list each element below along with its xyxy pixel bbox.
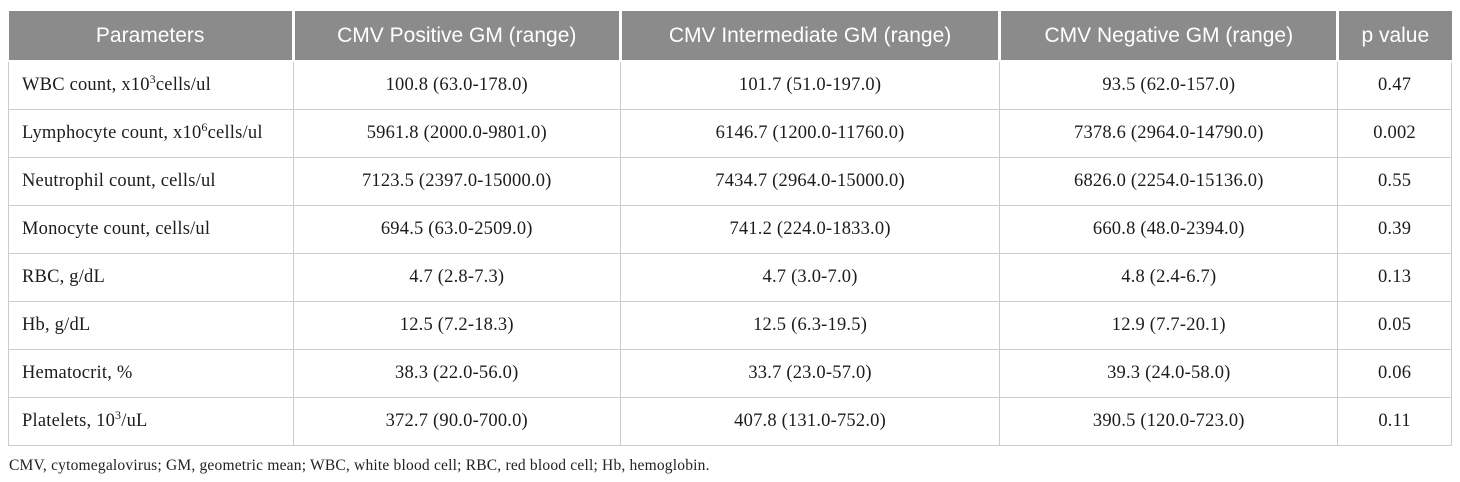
parameter-label: Lymphocyte count, x10 <box>22 123 202 143</box>
cmv-intermediate-cell: 33.7 (23.0-57.0) <box>619 349 1001 398</box>
cmv-positive-cell: 5961.8 (2000.0-9801.0) <box>292 109 621 158</box>
cmv-negative-cell: 12.9 (7.7-20.1) <box>999 301 1339 350</box>
parameter-cell: Platelets, 103/uL <box>8 397 294 446</box>
parameter-cell: Lymphocyte count, x106cells/ul <box>8 109 294 158</box>
parameter-superscript: 3 <box>115 407 122 422</box>
cmv-negative-cell: 660.8 (48.0-2394.0) <box>999 205 1339 254</box>
cmv-negative-cell: 93.5 (62.0-157.0) <box>999 60 1339 110</box>
parameters-table: Parameters CMV Positive GM (range) CMV I… <box>8 11 1452 446</box>
col-header-cmv-intermediate: CMV Intermediate GM (range) <box>620 11 1002 62</box>
p-value-cell: 0.05 <box>1337 301 1452 350</box>
parameter-cell: Hb, g/dL <box>8 301 294 350</box>
table-row: Platelets, 103/uL 372.7 (90.0-700.0) 407… <box>8 397 1452 446</box>
cmv-positive-cell: 372.7 (90.0-700.0) <box>292 397 621 446</box>
parameter-cell: WBC count, x103cells/ul <box>8 60 294 110</box>
cmv-intermediate-cell: 101.7 (51.0-197.0) <box>619 60 1001 110</box>
parameter-label: Hb, g/dL <box>22 315 91 335</box>
parameter-label: RBC, g/dL <box>22 267 106 287</box>
p-value-cell: 0.13 <box>1337 253 1452 302</box>
p-value-cell: 0.002 <box>1337 109 1452 158</box>
cmv-positive-cell: 7123.5 (2397.0-15000.0) <box>292 157 621 206</box>
col-header-cmv-positive: CMV Positive GM (range) <box>293 11 622 62</box>
col-header-parameters: Parameters <box>8 11 295 62</box>
parameter-label: Neutrophil count, cells/ul <box>22 171 216 191</box>
parameter-label: Platelets, 10 <box>22 411 116 431</box>
table-row: RBC, g/dL 4.7 (2.8-7.3) 4.7 (3.0-7.0) 4.… <box>8 253 1452 302</box>
cmv-intermediate-cell: 407.8 (131.0-752.0) <box>619 397 1001 446</box>
col-header-cmv-negative: CMV Negative GM (range) <box>999 11 1340 62</box>
table-row: Lymphocyte count, x106cells/ul 5961.8 (2… <box>8 109 1452 158</box>
p-value-cell: 0.47 <box>1337 60 1452 110</box>
parameter-cell: RBC, g/dL <box>8 253 294 302</box>
parameter-unit: cells/ul <box>207 123 263 143</box>
p-value-cell: 0.11 <box>1337 397 1452 446</box>
cmv-positive-cell: 12.5 (7.2-18.3) <box>292 301 621 350</box>
table-row: Monocyte count, cells/ul 694.5 (63.0-250… <box>8 205 1452 254</box>
table-row: Neutrophil count, cells/ul 7123.5 (2397.… <box>8 157 1452 206</box>
col-header-p-value: p value <box>1337 11 1452 62</box>
p-value-cell: 0.39 <box>1337 205 1452 254</box>
cmv-positive-cell: 38.3 (22.0-56.0) <box>292 349 621 398</box>
cmv-negative-cell: 39.3 (24.0-58.0) <box>999 349 1339 398</box>
parameter-superscript: 3 <box>149 71 156 86</box>
header-row: Parameters CMV Positive GM (range) CMV I… <box>8 11 1452 62</box>
cmv-intermediate-cell: 12.5 (6.3-19.5) <box>619 301 1001 350</box>
table-body: WBC count, x103cells/ul 100.8 (63.0-178.… <box>8 60 1452 446</box>
parameter-cell: Neutrophil count, cells/ul <box>8 157 294 206</box>
cmv-positive-cell: 694.5 (63.0-2509.0) <box>292 205 621 254</box>
cmv-intermediate-cell: 6146.7 (1200.0-11760.0) <box>619 109 1001 158</box>
cmv-negative-cell: 6826.0 (2254.0-15136.0) <box>999 157 1339 206</box>
parameter-unit: cells/ul <box>155 75 211 95</box>
parameter-label: WBC count, x10 <box>22 75 150 95</box>
cmv-negative-cell: 390.5 (120.0-723.0) <box>999 397 1339 446</box>
cmv-intermediate-cell: 4.7 (3.0-7.0) <box>619 253 1001 302</box>
table-row: Hb, g/dL 12.5 (7.2-18.3) 12.5 (6.3-19.5)… <box>8 301 1452 350</box>
parameter-superscript: 6 <box>201 119 208 134</box>
table-row: WBC count, x103cells/ul 100.8 (63.0-178.… <box>8 60 1452 110</box>
cmv-positive-cell: 4.7 (2.8-7.3) <box>292 253 621 302</box>
table-footnote: CMV, cytomegalovirus; GM, geometric mean… <box>9 457 710 474</box>
cmv-negative-cell: 4.8 (2.4-6.7) <box>999 253 1339 302</box>
cmv-intermediate-cell: 7434.7 (2964.0-15000.0) <box>619 157 1001 206</box>
p-value-cell: 0.55 <box>1337 157 1452 206</box>
parameter-cell: Monocyte count, cells/ul <box>8 205 294 254</box>
cmv-negative-cell: 7378.6 (2964.0-14790.0) <box>999 109 1339 158</box>
parameter-cell: Hematocrit, % <box>8 349 294 398</box>
p-value-cell: 0.06 <box>1337 349 1452 398</box>
cmv-intermediate-cell: 741.2 (224.0-1833.0) <box>619 205 1001 254</box>
parameter-unit: /uL <box>121 411 148 431</box>
parameter-label: Hematocrit, % <box>22 363 133 383</box>
table-row: Hematocrit, % 38.3 (22.0-56.0) 33.7 (23.… <box>8 349 1452 398</box>
parameter-label: Monocyte count, cells/ul <box>22 219 211 239</box>
cmv-positive-cell: 100.8 (63.0-178.0) <box>292 60 621 110</box>
